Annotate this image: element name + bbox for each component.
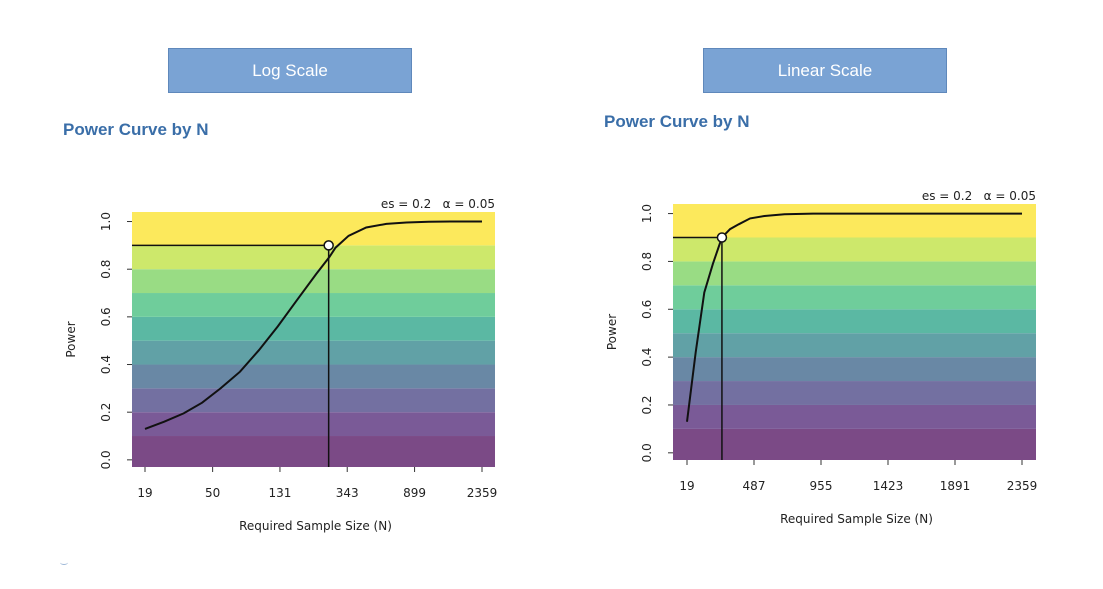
linear-x-tick-label: 1891 bbox=[940, 479, 971, 493]
log-y-tick-label: 0.6 bbox=[99, 307, 113, 326]
log-power-band bbox=[132, 212, 495, 246]
log-y-axis-title: Power bbox=[64, 321, 78, 357]
linear-power-curve-line bbox=[686, 212, 1022, 422]
linear-power-band bbox=[673, 204, 1036, 238]
log-y-tick-label: 0.2 bbox=[99, 403, 113, 422]
log-target-point bbox=[323, 240, 334, 251]
linear-power-band bbox=[673, 428, 1036, 460]
log-y-tick-label: 0.0 bbox=[99, 450, 113, 469]
linear-y-tick-label: 1.0 bbox=[640, 204, 654, 223]
log-power-band bbox=[132, 316, 495, 341]
scroll-mark-icon bbox=[60, 560, 68, 565]
linear-x-axis-title: Required Sample Size (N) bbox=[780, 512, 933, 526]
log-power-band bbox=[132, 293, 495, 317]
log-power-band bbox=[132, 245, 495, 270]
log-parameter-annotation: es = 0.2 α = 0.05 bbox=[381, 197, 495, 211]
linear-y-tick-label: 0.2 bbox=[640, 395, 654, 414]
linear-power-band bbox=[673, 333, 1036, 358]
linear-power-band bbox=[673, 309, 1036, 334]
log-power-band bbox=[132, 436, 495, 467]
linear-x-tick-label: 955 bbox=[810, 479, 833, 493]
log-y-tick-label: 0.4 bbox=[99, 355, 113, 374]
linear-parameter-annotation: es = 0.2 α = 0.05 bbox=[922, 189, 1036, 203]
linear-panel-title: Power Curve by N bbox=[604, 112, 750, 131]
log-x-axis-title: Required Sample Size (N) bbox=[239, 519, 392, 533]
log-y-tick-label: 1.0 bbox=[99, 212, 113, 231]
log-x-tick-label: 899 bbox=[403, 486, 426, 500]
linear-y-tick-label: 0.4 bbox=[640, 348, 654, 367]
log-power-band bbox=[132, 388, 495, 413]
log-panel-title: Power Curve by N bbox=[63, 120, 209, 139]
linear-x-tick-label: 2359 bbox=[1007, 479, 1038, 493]
linear-power-band bbox=[673, 357, 1036, 382]
linear-y-axis-title: Power bbox=[605, 314, 619, 350]
log-x-tick-label: 343 bbox=[336, 486, 359, 500]
log-power-band bbox=[132, 340, 495, 365]
log-x-tick-label: 131 bbox=[268, 486, 291, 500]
linear-x-tick-label: 1423 bbox=[873, 479, 904, 493]
log-power-band bbox=[132, 269, 495, 294]
log-x-tick-label: 50 bbox=[205, 486, 220, 500]
log-power-curve-line bbox=[144, 220, 482, 430]
log-x-tick-label: 2359 bbox=[467, 486, 498, 500]
linear-scale-button[interactable]: Linear Scale bbox=[703, 48, 947, 93]
linear-power-band bbox=[673, 381, 1036, 405]
linear-y-tick-label: 0.0 bbox=[640, 443, 654, 462]
linear-power-band bbox=[673, 404, 1036, 429]
linear-power-band bbox=[673, 237, 1036, 262]
log-power-band bbox=[132, 364, 495, 389]
linear-y-tick-label: 0.8 bbox=[640, 252, 654, 271]
log-scale-button[interactable]: Log Scale bbox=[168, 48, 412, 93]
linear-x-tick-label: 19 bbox=[679, 479, 694, 493]
log-y-tick-label: 0.8 bbox=[99, 260, 113, 279]
log-x-tick-label: 19 bbox=[137, 486, 152, 500]
log-power-band bbox=[132, 412, 495, 437]
linear-target-point bbox=[716, 232, 728, 243]
linear-y-tick-label: 0.6 bbox=[640, 300, 654, 319]
linear-power-band bbox=[673, 285, 1036, 310]
linear-power-band bbox=[673, 261, 1036, 286]
linear-x-tick-label: 487 bbox=[743, 479, 766, 493]
